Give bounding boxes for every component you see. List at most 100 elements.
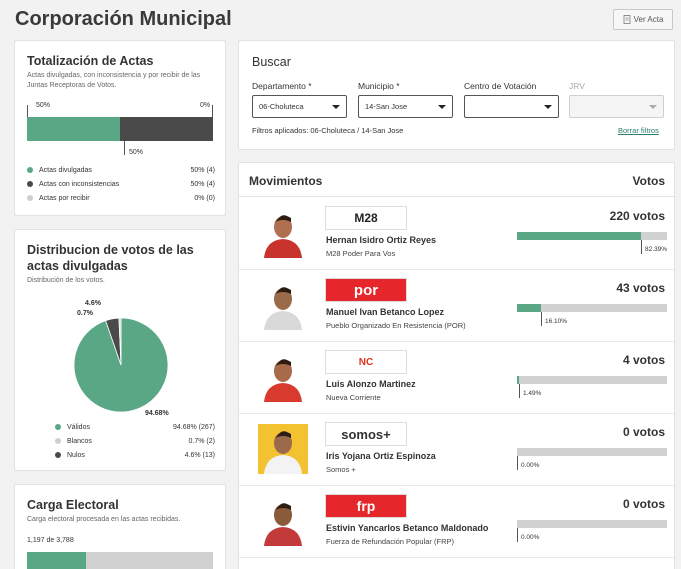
candidate-photo xyxy=(258,280,308,330)
vote-bar-tick xyxy=(641,240,642,254)
movimientos-title: Movimientos xyxy=(249,174,323,188)
vote-bar xyxy=(517,448,667,456)
party-logo: frp xyxy=(325,494,407,518)
party-name: Nueva Corriente xyxy=(326,393,381,402)
document-icon xyxy=(623,15,630,24)
party-logo-text: por xyxy=(353,281,379,299)
legend-label: Actas con inconsistencias xyxy=(39,180,120,188)
legend-dot xyxy=(55,452,61,458)
vote-count: 0 votos xyxy=(622,497,665,511)
borrar-filtros-link[interactable]: Borrar filtros xyxy=(618,126,659,135)
vote-bar xyxy=(517,520,667,528)
bar-tick-left xyxy=(27,105,28,117)
chevron-down-icon xyxy=(438,104,446,109)
vote-count: 43 votos xyxy=(616,281,665,295)
carga-progress-bar xyxy=(27,552,213,569)
legend-value: 0.7% (2) xyxy=(188,437,215,445)
ver-acta-button[interactable]: Ver Acta xyxy=(613,9,673,30)
vote-bar-fill xyxy=(517,304,541,312)
vote-bar-tick xyxy=(517,456,518,470)
legend-item: Actas por recibir 0% (0) xyxy=(27,191,215,205)
legend-item: Válidos 94.68% (267) xyxy=(55,420,215,434)
carga-count: 1,197 de 3,788 xyxy=(27,537,74,544)
candidate-photo xyxy=(258,352,308,402)
bar-label-top-right: 0% xyxy=(200,102,211,109)
legend-item: Nulos 4.6% (13) xyxy=(55,448,215,462)
legend-dot xyxy=(27,181,33,187)
vote-bar xyxy=(517,232,667,240)
vote-bar xyxy=(517,304,667,312)
departamento-field: Departamento * 06-Choluteca xyxy=(252,81,347,118)
legend-value: 0% (0) xyxy=(194,194,215,202)
pie-label-nulos: 4.6% xyxy=(85,300,101,307)
legend-label: Actas por recibir xyxy=(39,194,90,202)
legend-item: Actas con inconsistencias 50% (4) xyxy=(27,177,215,191)
vote-bar-tick xyxy=(519,384,520,398)
chevron-down-icon xyxy=(544,104,552,109)
candidate-row: NC Luis Alonzo Martinez Nueva Corriente … xyxy=(239,342,674,414)
carga-progress-fill xyxy=(27,552,86,569)
legend-value: 50% (4) xyxy=(190,166,215,174)
vote-bar xyxy=(517,376,667,384)
vote-count: 4 votos xyxy=(622,353,665,367)
distribucion-subtitle: Distribución de los votos. xyxy=(27,277,105,284)
legend-dot xyxy=(55,424,61,430)
votos-header: Votos xyxy=(632,174,665,188)
pie-slice-blancos xyxy=(118,317,122,366)
candidate-name: Hernan Isidro Ortiz Reyes xyxy=(326,235,437,245)
vote-bar-fill xyxy=(517,376,519,384)
municipio-value: 14-San Jose xyxy=(365,102,408,111)
totalizacion-subtitle: Actas divulgadas, con inconsistencia y p… xyxy=(27,72,201,89)
candidate-row: somos+ Iris Yojana Ortiz Espinoza Somos … xyxy=(239,414,674,486)
distribucion-card: Distribucion de votos de las actas divul… xyxy=(14,229,226,471)
legend-value: 50% (4) xyxy=(190,180,215,188)
legend-dot xyxy=(27,195,33,201)
vote-count: 220 votos xyxy=(609,209,665,223)
filtros-value: 06-Choluteca / 14-San Jose xyxy=(310,126,404,135)
distribucion-title: Distribucion de votos de las actas divul… xyxy=(27,243,194,273)
carga-electoral-card: Carga Electoral Carga electoral procesad… xyxy=(14,484,226,569)
vote-percent: 82.39% xyxy=(645,246,668,253)
candidate-name: Iris Yojana Ortiz Espinoza xyxy=(326,451,436,461)
bar-segment-divulgadas xyxy=(27,117,120,141)
buscar-title: Buscar xyxy=(252,55,291,69)
totalizacion-legend: Actas divulgadas 50% (4) Actas con incons… xyxy=(27,163,215,205)
party-logo-text: frp xyxy=(356,498,376,514)
filtros-label: Filtros aplicados: xyxy=(252,126,309,135)
votes-pie-chart xyxy=(73,317,169,413)
candidate-row: M28 Hernan Isidro Ortiz Reyes M28 Poder … xyxy=(239,198,674,270)
bar-label-top-left: 50% xyxy=(36,102,51,109)
legend-value: 4.6% (13) xyxy=(184,451,215,459)
party-logo-text: M28 xyxy=(354,211,378,225)
ver-acta-label: Ver Acta xyxy=(633,15,664,24)
buscar-card: Buscar Departamento * 06-Choluteca Munic… xyxy=(238,40,675,150)
centro-select[interactable] xyxy=(464,95,559,118)
pie-label-blancos: 0.7% xyxy=(77,310,93,317)
actas-stacked-bar xyxy=(27,117,213,141)
party-logo: somos+ xyxy=(325,422,407,446)
candidate-photo xyxy=(258,424,308,474)
bar-tick-middle xyxy=(124,141,125,155)
candidate-row: por Manuel Ivan Betanco Lopez Pueblo Org… xyxy=(239,270,674,342)
vote-percent: 1.49% xyxy=(523,390,542,397)
pie-label-validos: 94.68% xyxy=(145,410,169,417)
legend-label: Actas divulgadas xyxy=(39,166,92,174)
bar-segment-inconsistencias xyxy=(120,117,213,141)
movimientos-card: Movimientos Votos M28 Hernan Isidro Orti… xyxy=(238,162,675,569)
totalizacion-card: Totalización de Actas Actas divulgadas, … xyxy=(14,40,226,216)
municipio-field: Municipio * 14-San Jose xyxy=(358,81,453,118)
page-title: Corporación Municipal xyxy=(15,8,232,30)
jrv-select[interactable] xyxy=(569,95,664,118)
departamento-select[interactable]: 06-Choluteca xyxy=(252,95,347,118)
legend-label: Válidos xyxy=(67,423,90,431)
party-name: Somos + xyxy=(326,465,356,474)
legend-label: Blancos xyxy=(67,437,92,445)
municipio-label: Municipio * xyxy=(358,81,400,91)
legend-item: Actas divulgadas 50% (4) xyxy=(27,163,215,177)
jrv-field: JRV xyxy=(569,81,664,118)
vote-bar-tick xyxy=(541,312,542,326)
carga-title: Carga Electoral xyxy=(27,498,119,512)
party-name: M28 Poder Para Vos xyxy=(326,249,396,258)
municipio-select[interactable]: 14-San Jose xyxy=(358,95,453,118)
candidate-name: Luis Alonzo Martinez xyxy=(326,379,416,389)
